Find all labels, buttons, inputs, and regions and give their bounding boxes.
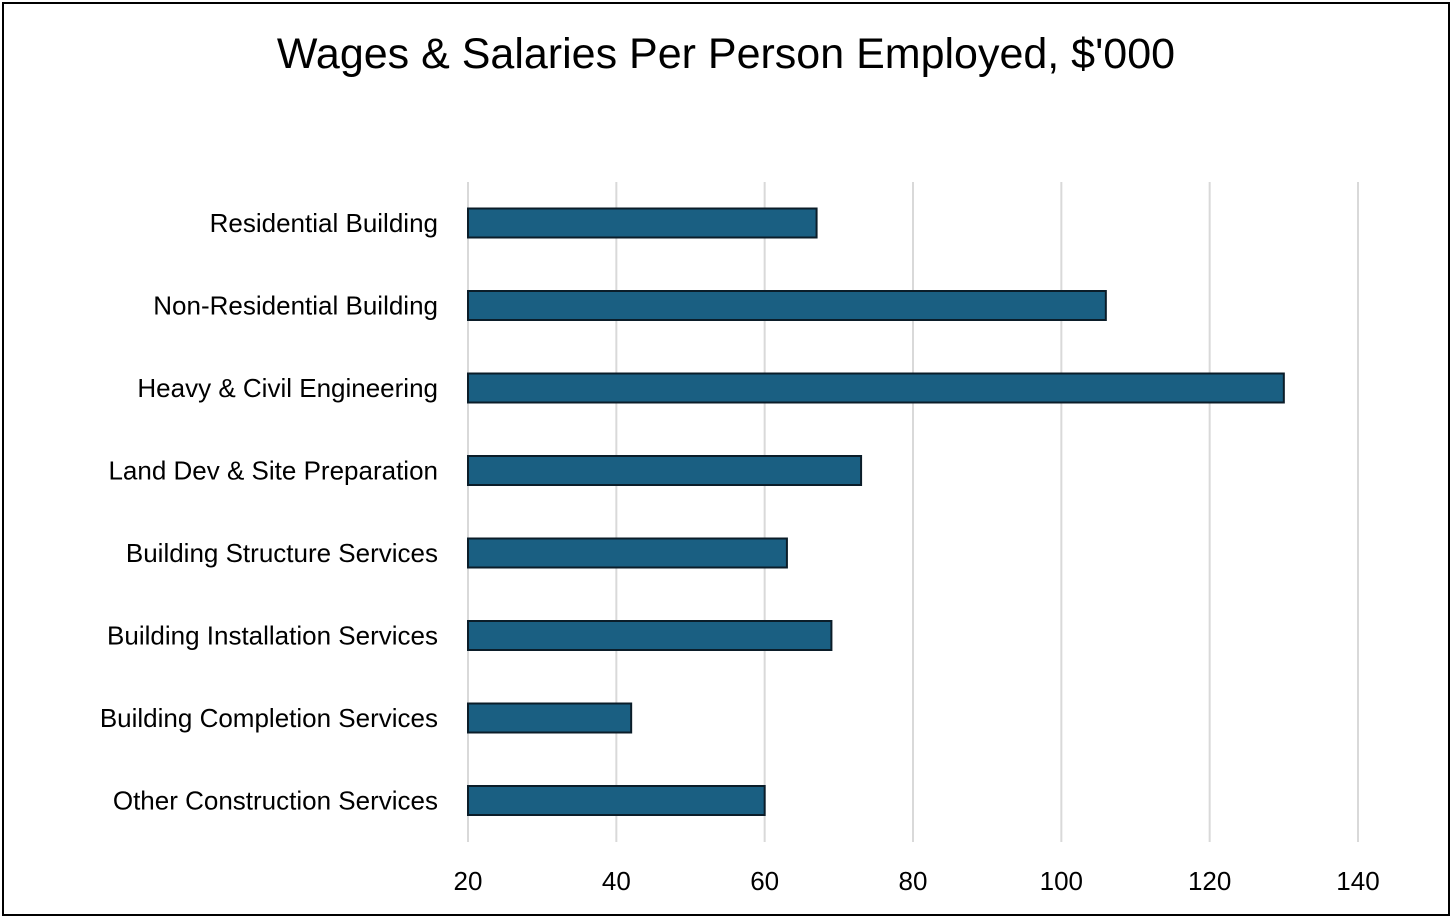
bar — [467, 290, 1107, 321]
x-tick-label: 140 — [1336, 866, 1379, 896]
bar — [467, 620, 833, 651]
bar — [467, 785, 766, 816]
x-tick-label: 120 — [1188, 866, 1231, 896]
bar — [467, 207, 818, 239]
bars — [467, 207, 1285, 816]
chart-title: Wages & Salaries Per Person Employed, $'… — [276, 30, 1176, 78]
x-tick-label: 100 — [1040, 866, 1083, 896]
gridlines — [467, 182, 1359, 842]
category-label: Building Structure Services — [126, 538, 438, 568]
x-tick-label: 20 — [454, 866, 483, 896]
category-labels: Residential Building Non-Residential Buil… — [100, 208, 438, 816]
category-label: Building Installation Services — [107, 621, 438, 651]
category-label: Building Completion Services — [100, 703, 438, 733]
category-label: Non-Residential Building — [153, 291, 438, 321]
x-tick-label: 60 — [750, 866, 779, 896]
category-label: Heavy & Civil Engineering — [137, 373, 438, 403]
bar — [467, 455, 863, 486]
category-label: Land Dev & Site Preparation — [108, 456, 438, 486]
bar — [467, 702, 633, 734]
category-label: Other Construction Services — [113, 786, 438, 816]
bar — [467, 372, 1285, 404]
bar — [467, 537, 788, 569]
x-tick-label: 40 — [602, 866, 631, 896]
x-tick-labels: 20 40 60 80 100 120 140 — [454, 866, 1380, 896]
x-tick-label: 80 — [899, 866, 928, 896]
category-label: Residential Building — [210, 208, 438, 238]
